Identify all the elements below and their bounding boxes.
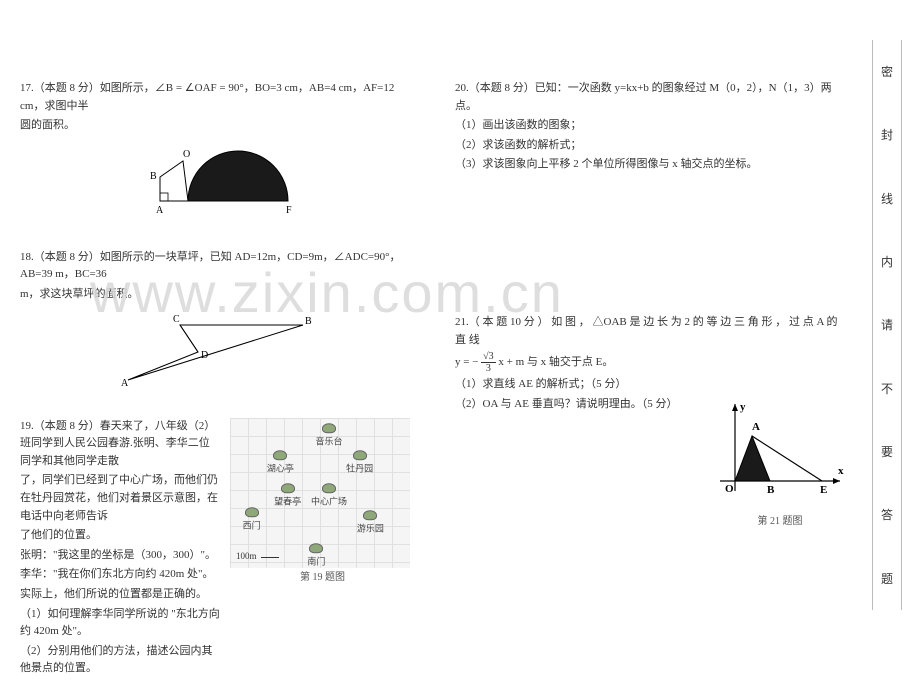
p19-l4: 张明："我这里的坐标是（300，300）"。 (20, 547, 220, 565)
p18-line2: m，求这块草坪的面积。 (20, 286, 415, 304)
p21-l1: 21.（ 本 题 10 分 ） 如 图 ， △OAB 是 边 长 为 2 的 等… (455, 314, 850, 349)
p20-l3: （2）求该函数的解析式； (455, 137, 850, 155)
p19-l8: （2）分别用他们的方法，描述公园内其他景点的位置。 (20, 643, 220, 678)
poi-label: 南门 (296, 554, 336, 568)
map-poi: 音乐台 (309, 423, 349, 448)
label-x: x (838, 465, 844, 477)
poi-icon (353, 450, 367, 460)
p21-l4: （2）OA 与 AE 垂直吗？请说明理由。（5 分） (455, 396, 698, 414)
p18-figure: A B C D (20, 310, 415, 390)
poi-label: 游乐园 (350, 521, 390, 535)
fraction: √3 3 (481, 351, 496, 374)
problem-18: 18.（本题 8 分）如图所示的一块草坪，已知 AD=12m，CD=9m，∠AD… (20, 249, 415, 390)
poi-icon (273, 450, 287, 460)
poi-icon (309, 543, 323, 553)
label-O: O (183, 149, 190, 160)
poi-icon (322, 423, 336, 433)
label-B-21: B (767, 484, 775, 496)
label-C-18: C (173, 314, 180, 325)
poi-icon (281, 483, 295, 493)
seal-char: 不 (881, 380, 893, 397)
p20-l1: 20.（本题 8 分）已知：一次函数 y=kx+b 的图象经过 M（0，2），N… (455, 80, 850, 115)
map-scale: 100m (236, 549, 279, 563)
poi-label: 湖心亭 (260, 461, 300, 475)
map-poi: 游乐园 (350, 510, 390, 535)
map-poi: 西门 (232, 507, 272, 532)
label-A-17: A (156, 205, 164, 216)
p17-line2: 圆的面积。 (20, 117, 415, 135)
problem-19: 19.（本题 8 分）春天来了，八年级（2）班同学到人民公园春游.张明、李华二位… (20, 418, 415, 680)
p17-figure: O B A F (20, 141, 415, 221)
label-O-21: O (725, 483, 734, 495)
seal-char: 密 (881, 63, 893, 80)
p21-caption: 第 21 题图 (710, 514, 850, 530)
p19-l2: 了，同学们已经到了中心广场，而他们仍在牡丹园赏花，他们对着景区示意图，在电话中向… (20, 472, 220, 525)
map-poi: 牡丹园 (340, 450, 380, 475)
map-poi: 南门 (296, 543, 336, 568)
problem-20: 20.（本题 8 分）已知：一次函数 y=kx+b 的图象经过 M（0，2），N… (455, 80, 850, 174)
p19-caption: 第 19 题图 (230, 570, 415, 586)
seal-char: 要 (881, 443, 893, 460)
poi-icon (363, 510, 377, 520)
label-F: F (286, 205, 292, 216)
seal-char: 答 (881, 506, 893, 523)
problem-17: 17.（本题 8 分）如图所示，∠B = ∠OAF = 90°，BO=3 cm，… (20, 80, 415, 221)
p18-svg: A B C D (113, 310, 323, 390)
p17-line1: 17.（本题 8 分）如图所示，∠B = ∠OAF = 90°，BO=3 cm，… (20, 80, 415, 115)
poi-label: 西门 (232, 518, 272, 532)
label-A-21: A (752, 421, 760, 433)
seal-char: 内 (881, 253, 893, 270)
p19-map-wrap: 音乐台湖心亭 牡丹园望春亭中心广场西门 游乐园南门 100m 第 19 题图 (230, 418, 415, 680)
label-A-18: A (121, 378, 129, 389)
poi-label: 望春亭 (268, 494, 308, 508)
poi-icon (322, 483, 336, 493)
map-poi: 湖心亭 (260, 450, 300, 475)
label-y: y (740, 401, 746, 413)
p21-figure: O A B E x y 第 21 题图 (710, 396, 850, 531)
map-poi: 望春亭 (268, 483, 308, 508)
page: 17.（本题 8 分）如图所示，∠B = ∠OAF = 90°，BO=3 cm，… (0, 0, 870, 651)
p20-l4: （3）求该图象向上平移 2 个单位所得图像与 x 轴交点的坐标。 (455, 156, 850, 174)
right-column: 20.（本题 8 分）已知：一次函数 y=kx+b 的图象经过 M（0，2），N… (455, 80, 850, 631)
p20-l2: （1）画出该函数的图象； (455, 117, 850, 135)
seal-line-sidebar: 密封线内请不要答题 (872, 40, 902, 610)
p19-text: 19.（本题 8 分）春天来了，八年级（2）班同学到人民公园春游.张明、李华二位… (20, 418, 220, 680)
poi-label: 音乐台 (309, 434, 349, 448)
p19-l3: 了他们的位置。 (20, 527, 220, 545)
p19-l5: 李华："我在你们东北方向约 420m 处"。 (20, 566, 220, 584)
label-B: B (150, 171, 157, 182)
p21-eq: y = − √3 3 x + m 与 x 轴交于点 E。 (455, 351, 850, 374)
p21-l3: （1）求直线 AE 的解析式；（5 分） (455, 376, 850, 394)
seal-char: 线 (881, 190, 893, 207)
p19-map: 音乐台湖心亭 牡丹园望春亭中心广场西门 游乐园南门 100m (230, 418, 410, 568)
p19-l7: （1）如何理解李华同学所说的 "东北方向约 420m 处"。 (20, 606, 220, 641)
label-B-18: B (305, 316, 312, 327)
left-column: 17.（本题 8 分）如图所示，∠B = ∠OAF = 90°，BO=3 cm，… (20, 80, 415, 631)
poi-label: 中心广场 (309, 494, 349, 508)
p21-svg: O A B E x y (710, 396, 850, 506)
p18-line1: 18.（本题 8 分）如图所示的一块草坪，已知 AD=12m，CD=9m，∠AD… (20, 249, 415, 284)
poi-icon (245, 507, 259, 517)
p19-l1: 19.（本题 8 分）春天来了，八年级（2）班同学到人民公园春游.张明、李华二位… (20, 418, 220, 471)
seal-char: 请 (881, 316, 893, 333)
p17-svg: O B A F (128, 141, 308, 221)
seal-char: 封 (881, 126, 893, 143)
seal-char: 题 (881, 570, 893, 587)
map-poi: 中心广场 (309, 483, 349, 508)
p19-l6: 实际上，他们所说的位置都是正确的。 (20, 586, 220, 604)
problem-21: 21.（ 本 题 10 分 ） 如 图 ， △OAB 是 边 长 为 2 的 等… (455, 314, 850, 530)
poi-label: 牡丹园 (340, 461, 380, 475)
label-D-18: D (201, 350, 208, 361)
label-E-21: E (820, 484, 827, 496)
